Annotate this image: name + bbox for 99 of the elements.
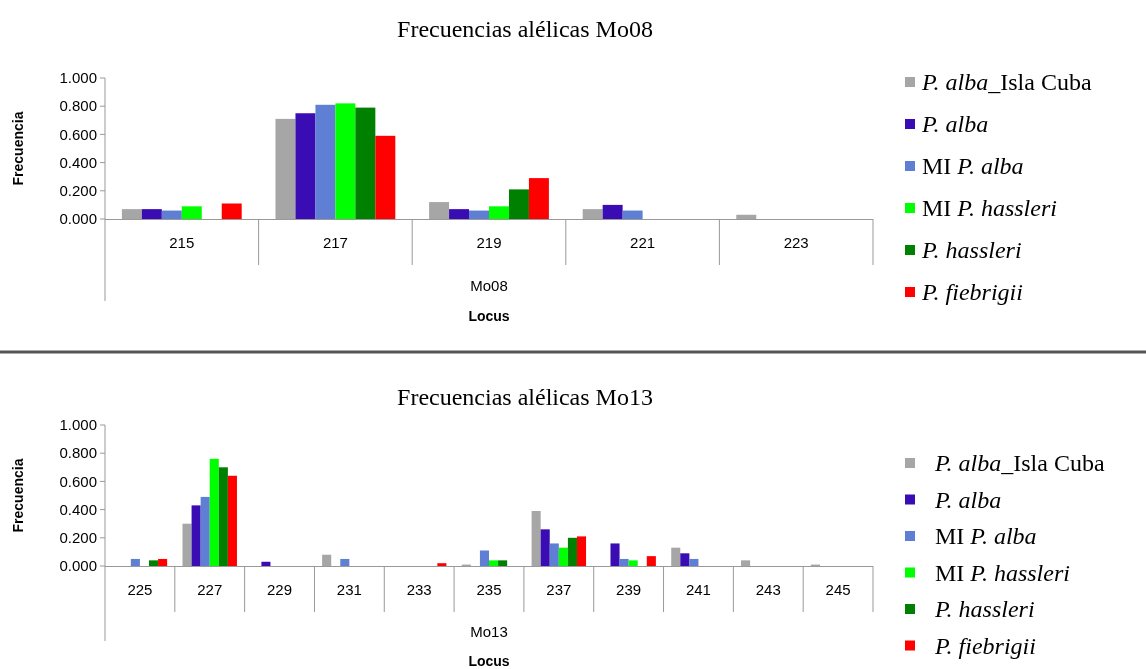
bar <box>489 206 509 219</box>
bar <box>335 103 356 219</box>
x-tick-label: 227 <box>197 581 223 598</box>
x-tick-label: 233 <box>406 581 432 598</box>
legend-label: P. alba_Isla Cuba <box>921 69 1092 96</box>
bar <box>558 547 568 566</box>
x-tick-label: 225 <box>127 581 153 598</box>
x-tick-label: 235 <box>476 581 502 598</box>
bar <box>610 543 620 566</box>
legend-label: MI P. alba <box>935 523 1037 550</box>
bar <box>689 558 699 566</box>
x-tick-label: 231 <box>336 581 362 598</box>
legend-label: P. alba_Isla Cuba <box>934 450 1105 477</box>
bar <box>340 558 350 566</box>
legend-label: P. alba <box>934 486 1002 513</box>
x-tick-label: 217 <box>322 234 348 251</box>
bar <box>141 209 162 219</box>
x-tick-label: 245 <box>825 581 851 598</box>
bar <box>227 475 237 566</box>
bar <box>181 206 202 219</box>
bar <box>680 553 690 566</box>
bar <box>130 558 140 566</box>
bar <box>322 554 332 566</box>
bar <box>528 178 549 219</box>
bar <box>646 556 656 566</box>
legend-label: P. hassleri <box>921 237 1022 264</box>
bar <box>540 529 550 566</box>
bar <box>161 210 182 219</box>
bar <box>628 560 638 566</box>
chart-title: Frecuencias alélicas Mo13 <box>397 384 653 410</box>
bar <box>622 210 643 219</box>
bar <box>449 209 470 219</box>
bar <box>218 467 228 566</box>
legend-label: MI P. hassleri <box>935 559 1070 586</box>
x-tick-label: 239 <box>616 581 642 598</box>
bar <box>508 189 529 219</box>
y-tick-label: 0.800 <box>59 97 97 115</box>
bar <box>619 558 629 566</box>
bar <box>531 511 541 566</box>
y-tick-label: 0.000 <box>59 557 97 575</box>
bar <box>576 536 587 566</box>
bar <box>736 214 757 219</box>
y-tick-label: 1.000 <box>59 69 97 87</box>
legend-label: P. hassleri <box>934 596 1035 623</box>
y-axis-title: Frecuencia <box>10 458 26 533</box>
x-tick-label: 215 <box>169 234 195 251</box>
legend-label: MI P. hassleri <box>922 195 1057 222</box>
legend-label: P. fiebrigii <box>921 279 1023 306</box>
x-tick-label: 221 <box>630 234 656 251</box>
x-axis-title: Locus <box>468 653 510 669</box>
x-tick-label: 243 <box>755 581 781 598</box>
bar <box>121 209 142 219</box>
x-tick-label: 241 <box>685 581 711 598</box>
bar <box>355 107 376 219</box>
bar <box>158 558 168 566</box>
chart-title: Frecuencias alélicas Mo08 <box>397 16 653 42</box>
bar <box>741 560 751 566</box>
y-tick-label: 1.000 <box>59 416 97 434</box>
bar <box>549 543 559 566</box>
legend-label: P. alba <box>921 111 989 138</box>
y-tick-label: 0.800 <box>59 444 97 462</box>
y-tick-label: 0.200 <box>59 529 97 547</box>
text: Mo13 <box>470 623 508 640</box>
bar <box>671 547 681 566</box>
text: Mo08 <box>470 277 508 294</box>
y-tick-label: 0.600 <box>59 125 97 143</box>
bar <box>295 113 316 219</box>
bar <box>469 210 489 219</box>
bar <box>602 204 623 219</box>
bar <box>221 203 242 219</box>
bar <box>182 523 192 566</box>
y-tick-label: 0.200 <box>59 182 97 200</box>
bar <box>567 537 577 566</box>
y-tick-label: 0.000 <box>59 210 97 228</box>
y-tick-label: 0.600 <box>59 472 97 490</box>
bar <box>191 505 201 566</box>
x-tick-label: 237 <box>546 581 572 598</box>
bar <box>429 202 450 219</box>
bar <box>437 563 447 566</box>
bar <box>209 458 219 566</box>
y-axis-title: Frecuencia <box>10 111 26 186</box>
bar <box>275 118 296 219</box>
bar <box>582 209 603 219</box>
y-tick-label: 0.400 <box>59 500 97 518</box>
bar <box>498 560 508 566</box>
bar <box>375 135 396 219</box>
bar <box>315 104 336 219</box>
x-tick-label: 223 <box>783 234 809 251</box>
x-axis-title: Locus <box>468 308 510 324</box>
y-tick-label: 0.400 <box>59 153 97 171</box>
bar <box>261 561 271 566</box>
bar <box>489 560 499 566</box>
legend-label: MI P. alba <box>922 153 1024 180</box>
bar <box>200 496 210 566</box>
legend-label: P. fiebrigii <box>934 632 1036 659</box>
x-tick-label: 219 <box>476 234 502 251</box>
bar <box>148 560 159 566</box>
bar <box>479 550 489 566</box>
x-tick-label: 229 <box>267 581 293 598</box>
